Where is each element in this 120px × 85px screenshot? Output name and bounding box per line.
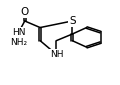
Text: S: S (69, 16, 75, 26)
Text: NH₂: NH₂ (10, 38, 27, 47)
Text: NH: NH (50, 50, 63, 59)
Text: HN: HN (12, 28, 25, 37)
Text: O: O (21, 7, 29, 18)
